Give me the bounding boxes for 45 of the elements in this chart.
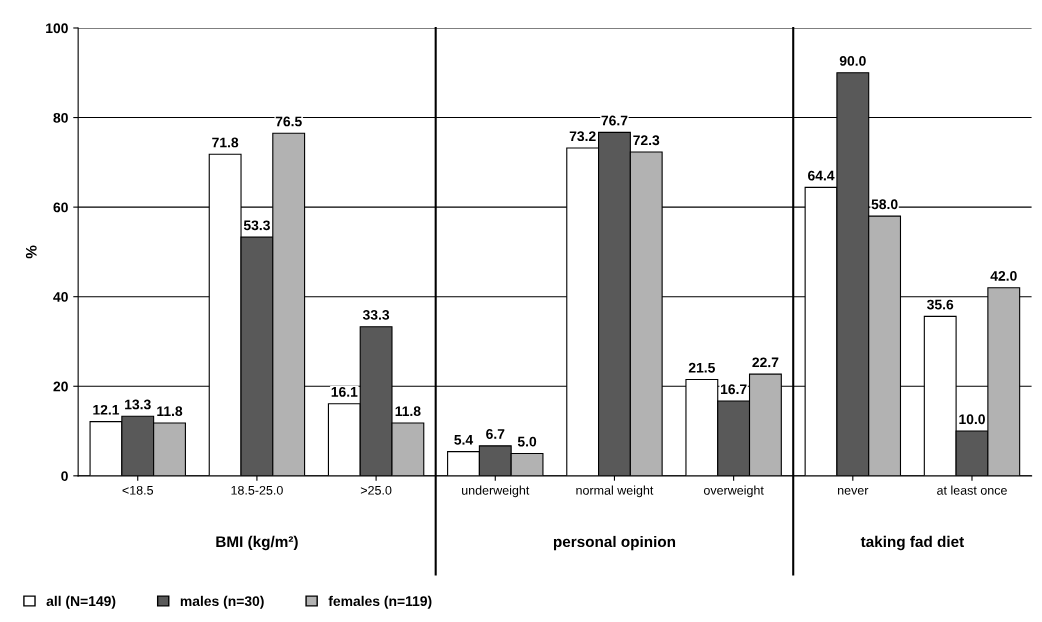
legend-label: females (n=119) xyxy=(328,595,432,609)
text: taking fad diet xyxy=(860,535,964,551)
y-tick-label: 100 xyxy=(46,23,68,34)
data-label: 11.8 xyxy=(395,406,421,417)
data-label: 12.1 xyxy=(93,404,120,415)
x-tick-label: normal weight xyxy=(576,485,654,498)
data-label: 58.0 xyxy=(871,199,898,210)
data-label: 22.7 xyxy=(752,357,779,368)
x-tick-label: overweight xyxy=(703,485,764,498)
y-axis-title: % xyxy=(25,245,37,259)
data-label: 64.4 xyxy=(808,170,835,181)
data-label: 11.8 xyxy=(157,406,183,417)
y-tick-label: 60 xyxy=(53,202,68,213)
data-label: 6.7 xyxy=(486,429,505,439)
data-label: 73.2 xyxy=(569,131,596,142)
data-label: 33.3 xyxy=(362,309,390,320)
data-label: 13.3 xyxy=(125,399,151,410)
x-tick-label: 18.5-25.0 xyxy=(231,485,283,495)
data-label: 16.7 xyxy=(720,384,747,395)
x-tick-label: <18.5 xyxy=(122,485,154,495)
x-tick-label: >25.0 xyxy=(360,485,392,495)
x-tick-label: never xyxy=(838,487,869,495)
text: personal opinion xyxy=(553,535,676,551)
data-label: 71.8 xyxy=(212,137,239,148)
x-tick-label: at least once xyxy=(937,485,1007,495)
y-tick-label: 80 xyxy=(53,112,68,123)
data-label: 35.6 xyxy=(927,299,954,310)
text: BMI (kg/m²) xyxy=(216,535,298,551)
data-label: 90.0 xyxy=(839,56,866,66)
data-label: 16.1 xyxy=(331,386,358,397)
data-label: 72.3 xyxy=(633,135,660,146)
legend-label: all (N=149) xyxy=(46,595,116,609)
data-label: 5.0 xyxy=(517,436,537,447)
x-tick-label: underweight xyxy=(462,485,530,498)
y-tick-label: 20 xyxy=(53,381,68,392)
data-label: 21.5 xyxy=(688,362,715,373)
data-label: 53.3 xyxy=(243,220,270,231)
data-label: 76.5 xyxy=(275,116,302,127)
data-label: 76.7 xyxy=(601,115,628,126)
data-label: 5.4 xyxy=(454,435,474,445)
legend-label: males (n=30) xyxy=(180,595,264,609)
data-label: 42.0 xyxy=(990,270,1017,281)
y-tick-label: 0 xyxy=(61,471,68,481)
data-label: 10.0 xyxy=(959,414,985,425)
y-tick-label: 40 xyxy=(53,292,68,302)
